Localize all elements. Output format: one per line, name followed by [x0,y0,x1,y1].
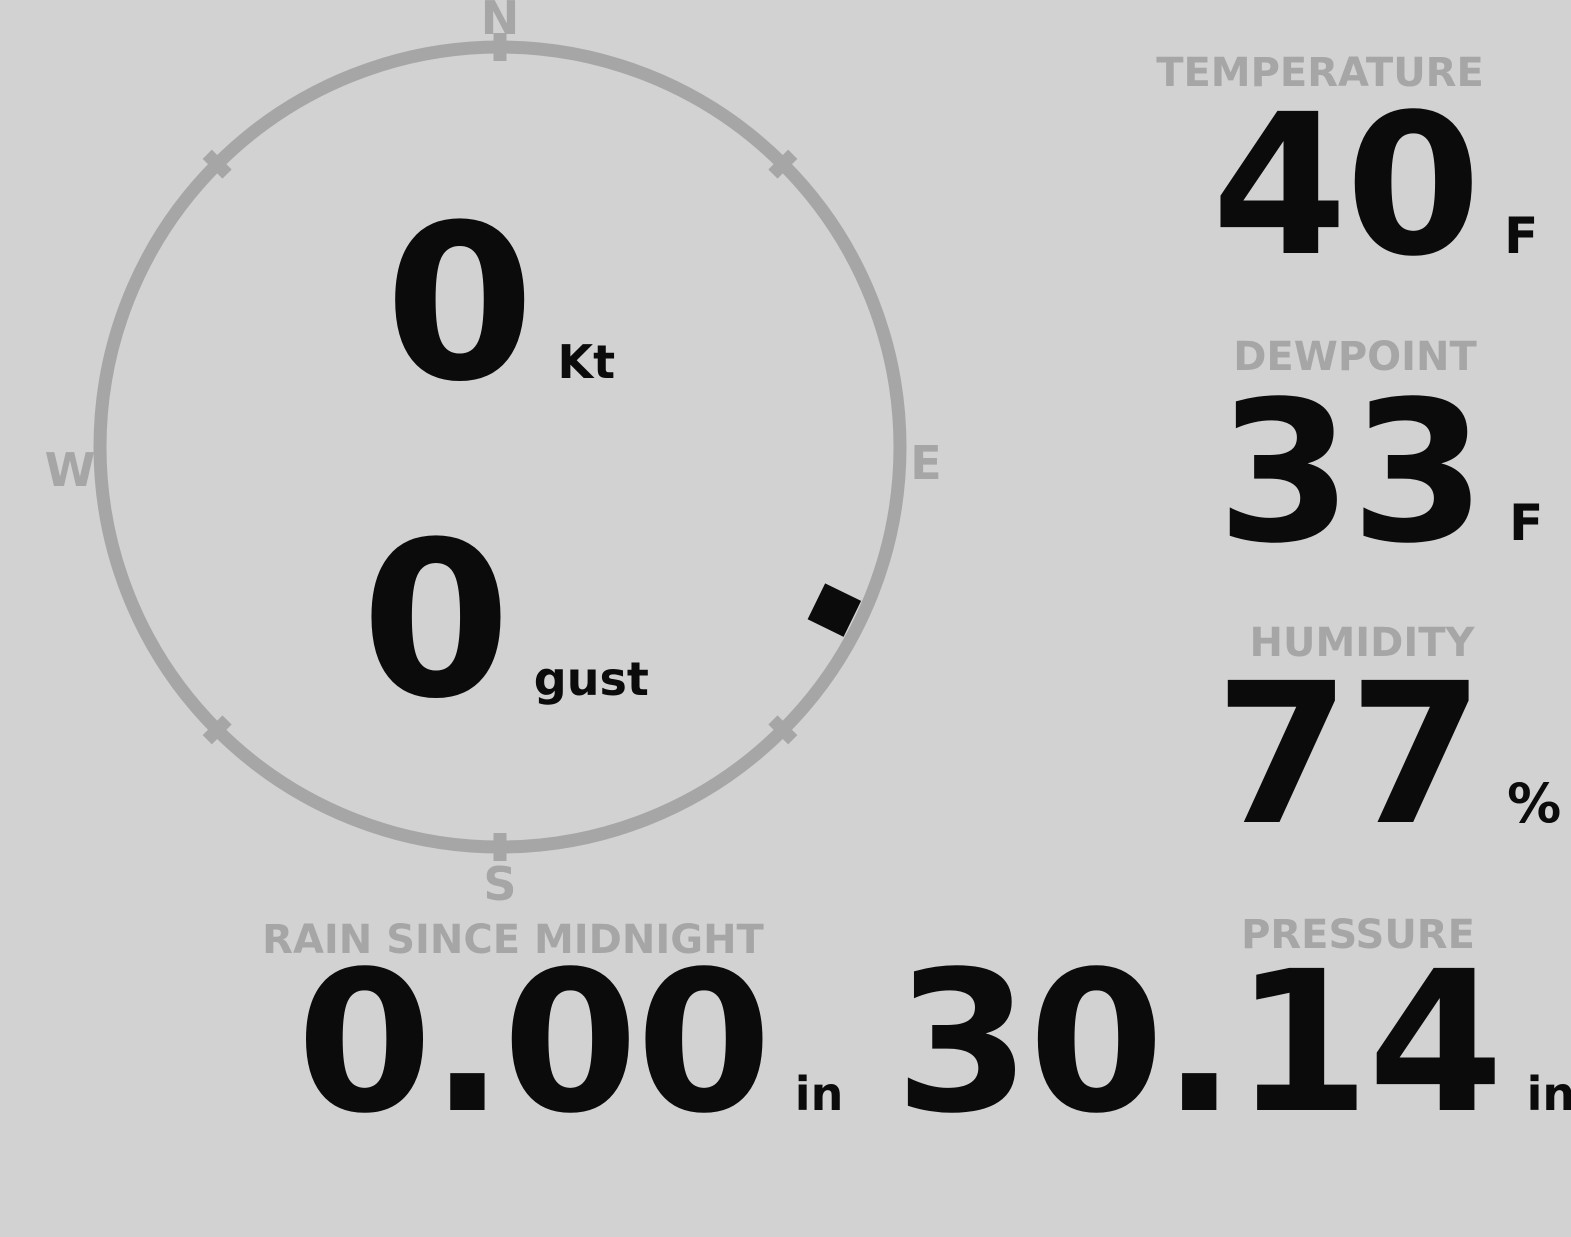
temperature-label: TEMPERATURE [1156,50,1484,96]
dewpoint-unit: F [1509,494,1544,552]
pressure-label: PRESSURE [1241,912,1475,958]
compass-tick-nw [202,149,232,179]
humidity-readout: 77 % [1215,657,1561,852]
compass-tick-se [768,715,798,745]
wind-gust-value: 0 [361,495,511,746]
rain-unit: in [794,1067,844,1121]
pressure-readout: 30.14 in [895,945,1571,1140]
wind-speed-value: 0 [384,178,535,429]
wind-speed-readout: 0 Kt [385,196,615,411]
humidity-value: 77 [1214,641,1484,868]
humidity-unit: % [1507,772,1562,835]
rain-readout: 0.00 in [297,945,844,1140]
wind-gust-unit: gust [533,652,649,706]
rain-label: RAIN SINCE MIDNIGHT [262,917,764,963]
rain-value: 0.00 [296,929,772,1156]
compass-east-label: E [910,436,942,490]
compass-west-label: W [44,443,96,497]
temperature-value: 40 [1211,72,1481,299]
temperature-unit: F [1504,207,1539,265]
temperature-readout: 40 F [1212,88,1539,283]
dewpoint-readout: 33 F [1217,375,1544,570]
compass-north-label: N [480,0,520,45]
pressure-unit: in [1526,1067,1571,1121]
dewpoint-value: 33 [1216,359,1486,586]
wind-gust-readout: 0 gust [361,513,649,728]
wind-speed-unit: Kt [557,335,616,389]
dewpoint-label: DEWPOINT [1233,334,1477,380]
compass-tick-sw [202,715,232,745]
compass-ticks [202,33,798,861]
compass-tick-s [493,833,507,861]
pressure-value: 30.14 [894,929,1504,1156]
wind-direction-marker [807,583,862,637]
compass-tick-ne [768,149,798,179]
humidity-label: HUMIDITY [1249,620,1475,666]
compass-south-label: S [483,857,517,911]
compass-tick-n [493,33,507,61]
